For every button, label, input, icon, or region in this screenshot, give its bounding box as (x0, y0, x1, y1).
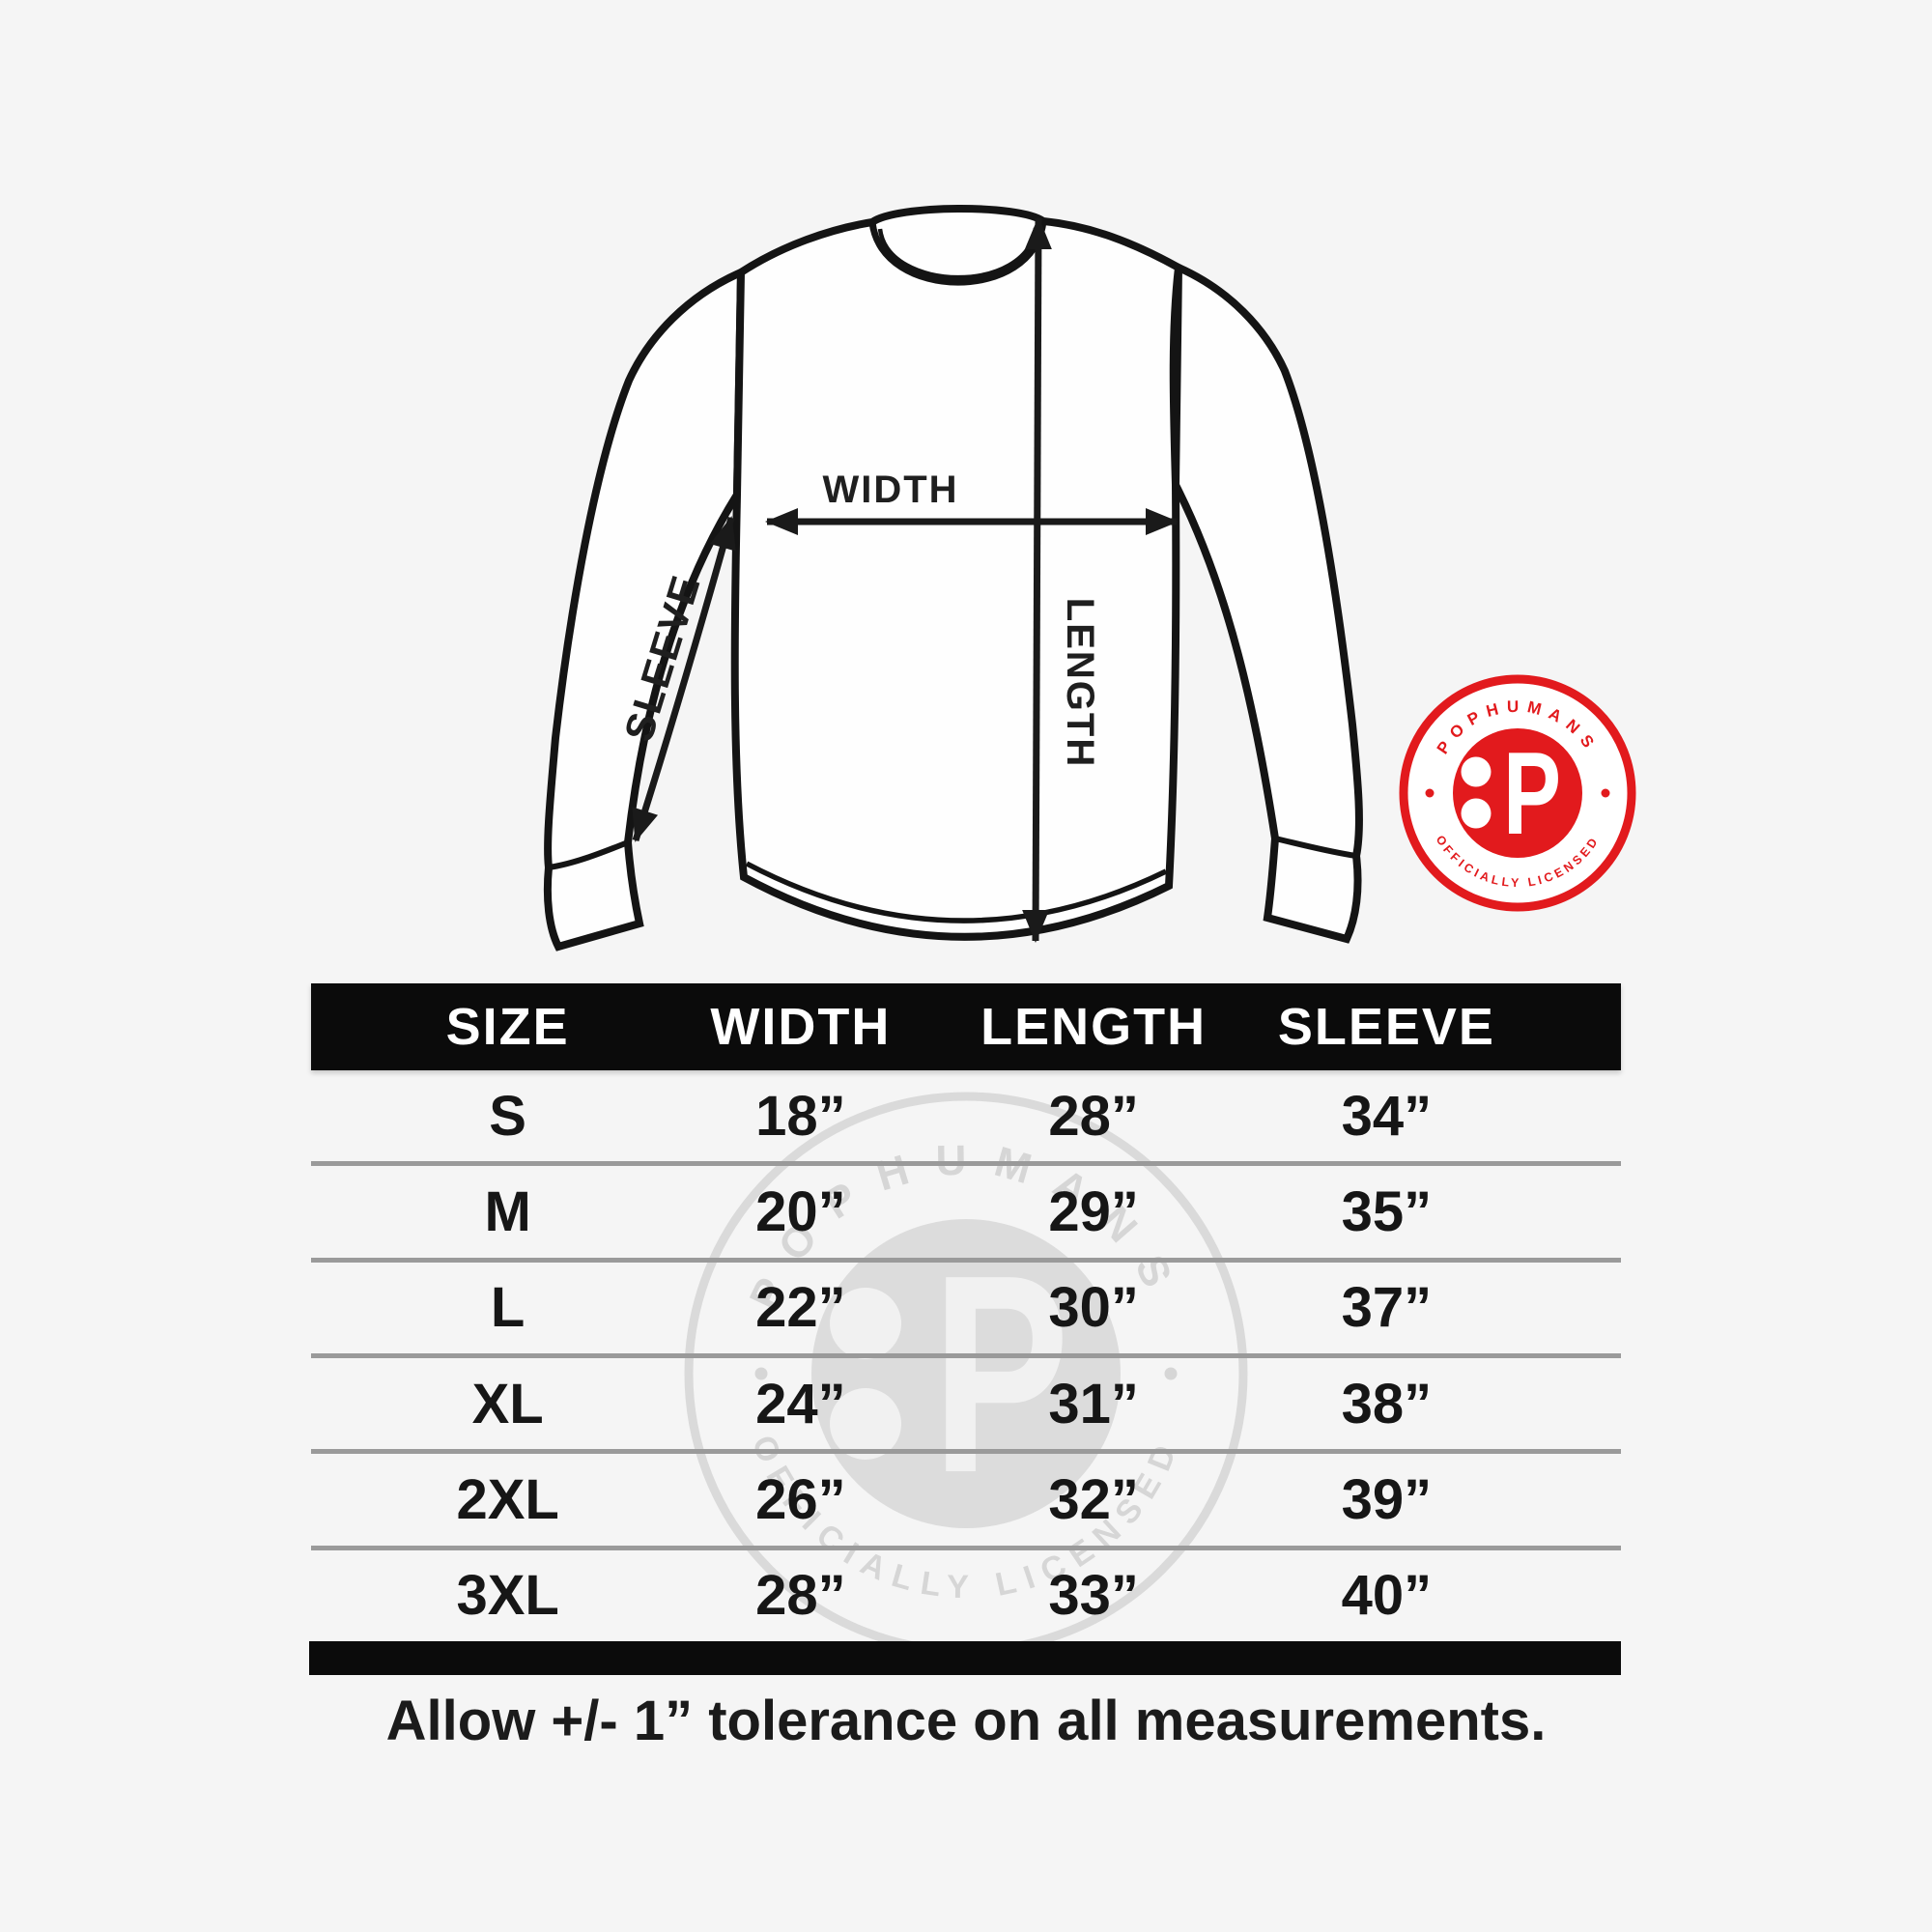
table-row: 2XL 26” 32” 39” (311, 1449, 1621, 1545)
table-bottom-bar (309, 1641, 1621, 1675)
badge-colon-dot-icon (1461, 798, 1492, 829)
cell-size: L (490, 1276, 526, 1340)
right-cuff-seam (1274, 836, 1357, 859)
cell-width: 22” (755, 1276, 846, 1340)
cell-size: 2XL (456, 1467, 559, 1531)
watermark-left-dot-icon (754, 1367, 768, 1380)
length-label: LENGTH (1059, 598, 1101, 768)
cell-length: 31” (1048, 1372, 1139, 1435)
cell-size: M (484, 1179, 531, 1243)
table-row: 3XL 28” 33” 40” (311, 1545, 1621, 1641)
length-arrow (1022, 216, 1052, 943)
cell-sleeve: 39” (1341, 1467, 1433, 1531)
left-cuff-seam (548, 839, 630, 870)
cell-size: 3XL (456, 1564, 559, 1628)
badge-colon-dot-icon (1461, 756, 1492, 787)
cell-width: 26” (755, 1467, 846, 1531)
table-row: S 18” 28” 34” (311, 1070, 1621, 1161)
cell-length: 30” (1048, 1276, 1139, 1340)
cell-length: 33” (1048, 1564, 1139, 1628)
sleeve-arrow (632, 516, 736, 842)
cell-length: 32” (1048, 1467, 1139, 1531)
cell-sleeve: 40” (1341, 1564, 1433, 1628)
badge-left-dot-icon (1425, 788, 1435, 798)
table-row: L 22” 30” 37” (311, 1257, 1621, 1353)
cell-length: 28” (1048, 1084, 1139, 1148)
tolerance-note: Allow +/- 1” tolerance on all measuremen… (385, 1690, 1547, 1752)
size-chart-header: SIZE WIDTH LENGTH SLEEVE (311, 983, 1621, 1070)
right-sleeve (1171, 261, 1363, 944)
cell-size: S (489, 1084, 526, 1148)
header-sleeve: SLEEVE (1277, 998, 1495, 1056)
shirt-body (730, 205, 1183, 941)
cell-sleeve: 35” (1341, 1179, 1433, 1243)
left-sleeve (543, 266, 746, 952)
cell-width: 20” (755, 1179, 846, 1243)
shirt-diagram: WIDTH LENGTH SLEEVE (543, 205, 1363, 952)
cell-width: 24” (755, 1372, 846, 1435)
cell-length: 29” (1048, 1179, 1139, 1243)
cell-sleeve: 37” (1341, 1276, 1433, 1340)
watermark-right-dot-icon (1164, 1367, 1178, 1380)
cell-size: XL (471, 1372, 544, 1435)
table-row: M 20” 29” 35” (311, 1161, 1621, 1257)
cell-sleeve: 34” (1341, 1084, 1433, 1148)
cell-width: 18” (755, 1084, 846, 1148)
brand-badge: POPHUMANS OFFICIALLY LICENSED P (1399, 674, 1636, 912)
table-row: XL 24” 31” 38” (311, 1352, 1621, 1449)
width-label: WIDTH (822, 469, 958, 511)
header-size: SIZE (445, 998, 570, 1056)
badge-monogram: P (1503, 727, 1561, 859)
watermark-colon-dot-icon (830, 1388, 901, 1460)
watermark-colon-dot-icon (830, 1288, 901, 1359)
header-length: LENGTH (980, 998, 1208, 1056)
badge-right-dot-icon (1601, 788, 1610, 798)
header-width: WIDTH (710, 998, 892, 1056)
watermark-monogram: P (932, 1216, 1069, 1531)
hem-seam (745, 861, 1168, 923)
cell-width: 28” (755, 1564, 846, 1628)
cell-sleeve: 38” (1341, 1372, 1433, 1435)
size-chart-body: S 18” 28” 34” M 20” 29” 35” L 22” 30” 37… (311, 1070, 1621, 1641)
